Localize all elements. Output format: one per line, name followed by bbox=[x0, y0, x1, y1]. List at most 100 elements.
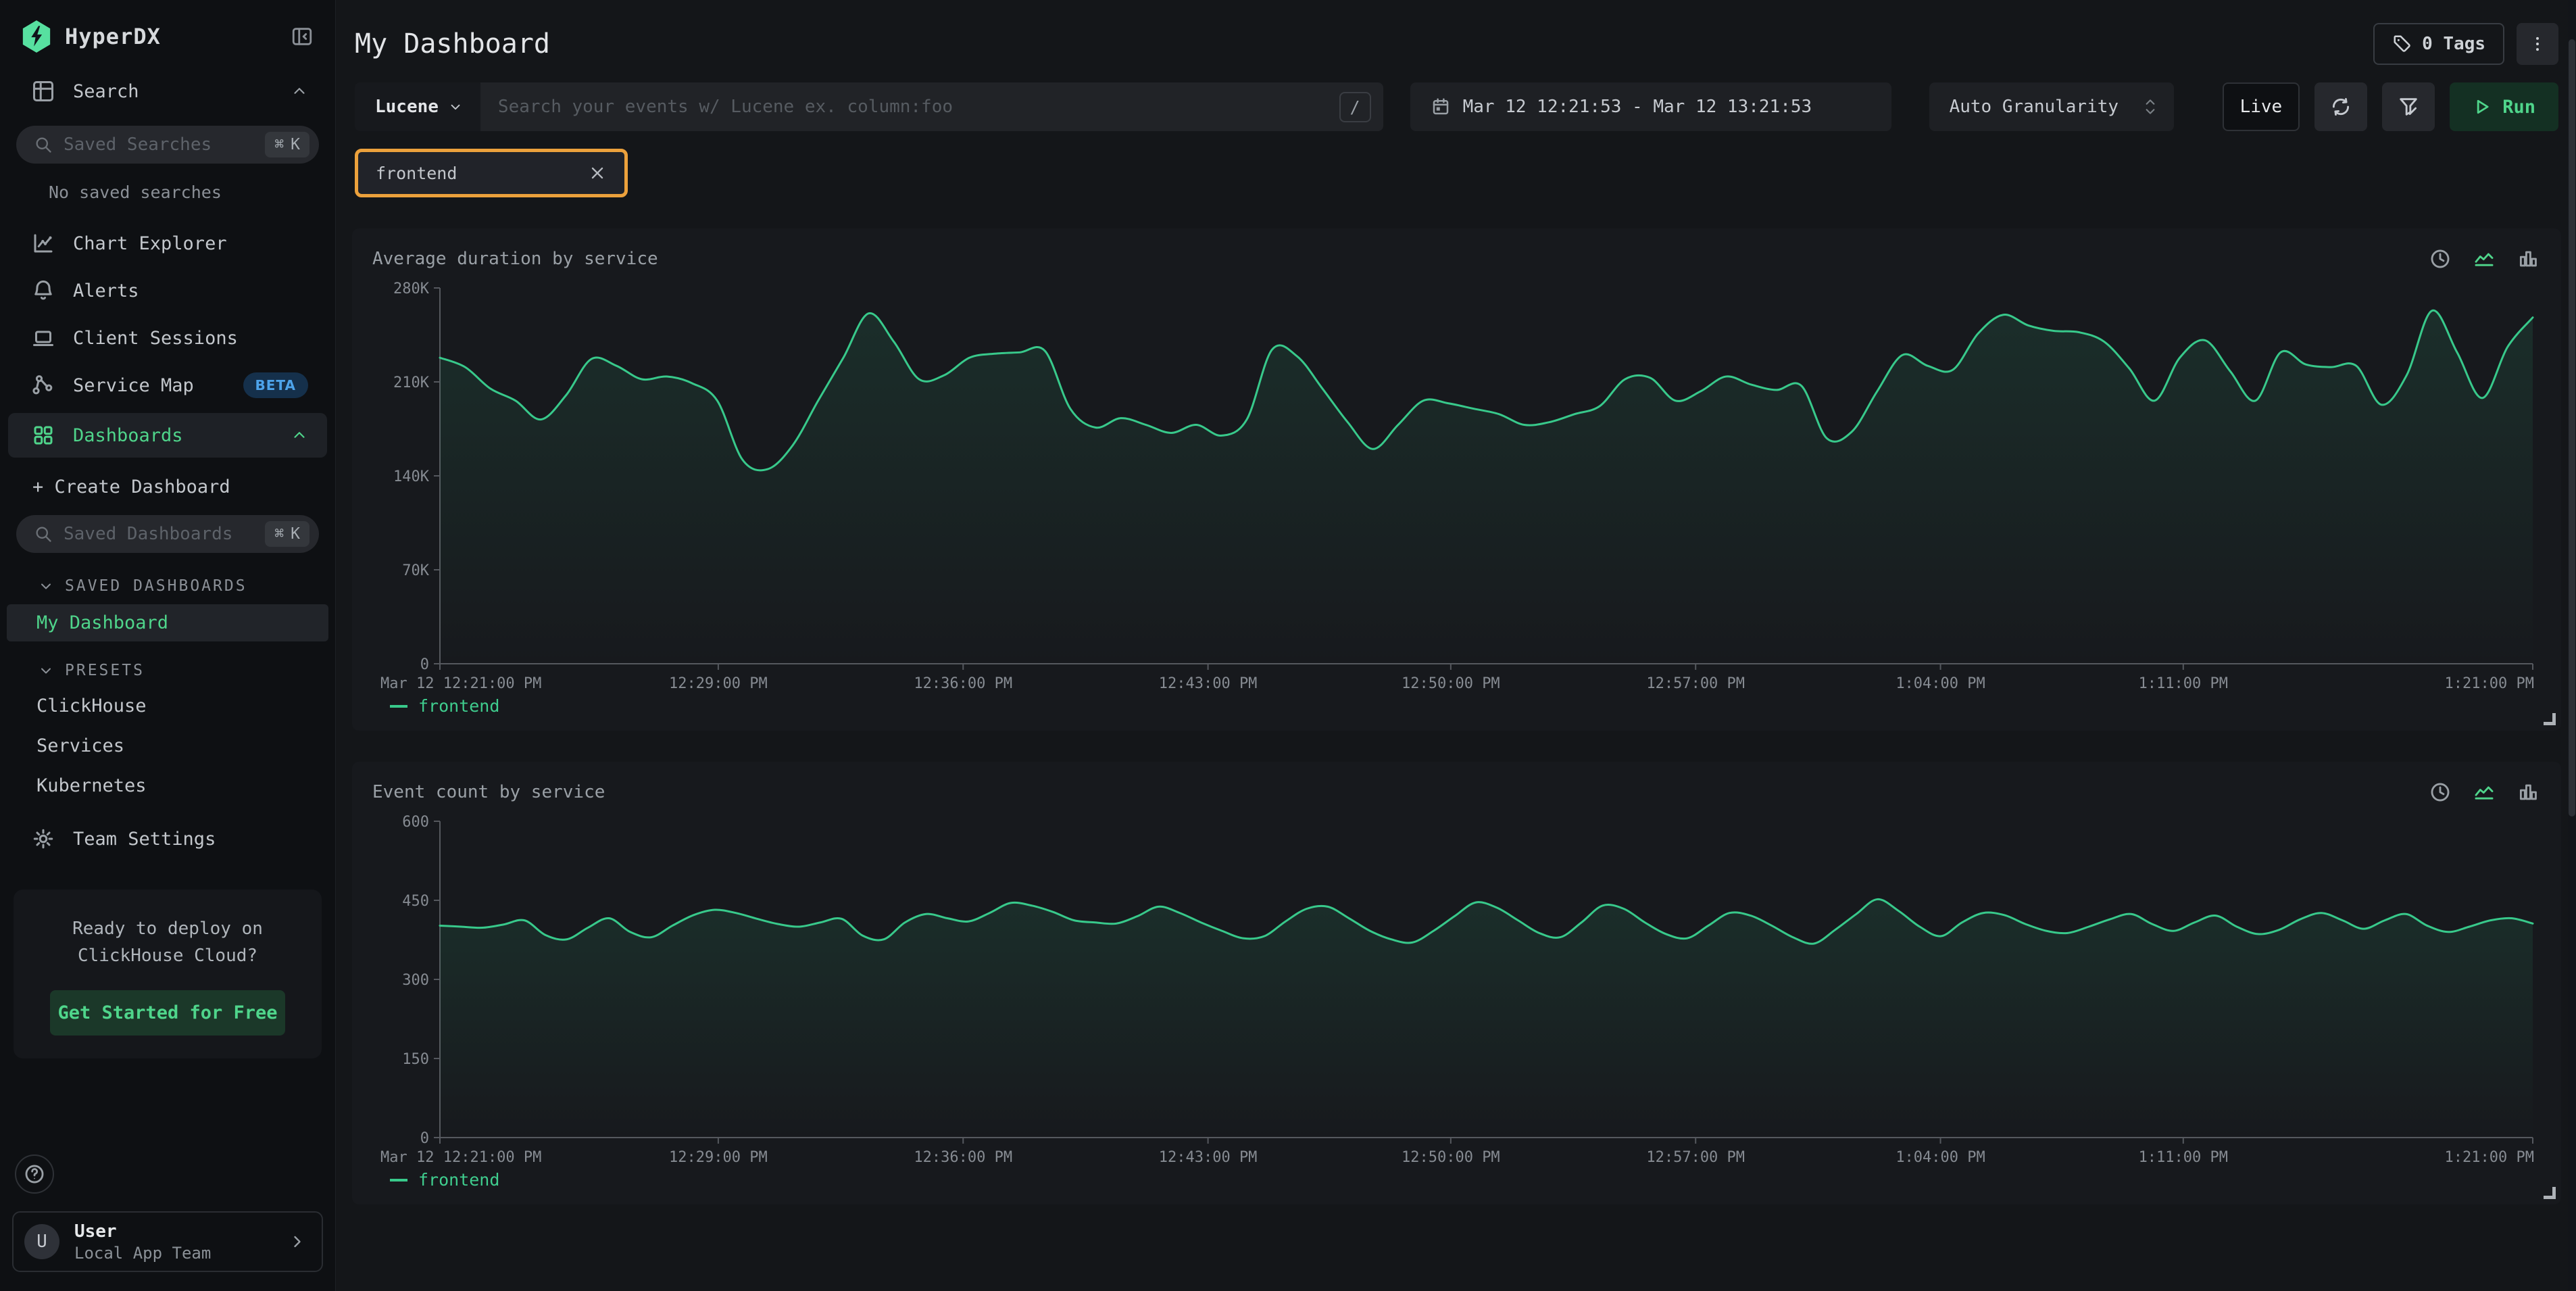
svg-text:1:21:00 PM: 1:21:00 PM bbox=[2445, 1149, 2534, 1166]
sidebar-item-label: Chart Explorer bbox=[73, 233, 308, 254]
bar-chart-toggle-button[interactable] bbox=[2515, 779, 2541, 805]
section-label: PRESETS bbox=[65, 662, 145, 679]
svg-text:0: 0 bbox=[420, 1130, 429, 1147]
svg-text:1:11:00 PM: 1:11:00 PM bbox=[2139, 675, 2228, 692]
time-range-picker[interactable]: Mar 12 12:21:53 - Mar 12 13:21:53 bbox=[1410, 82, 1891, 131]
chevron-up-icon bbox=[291, 82, 308, 100]
tags-label: 0 Tags bbox=[2422, 34, 2485, 54]
language-select[interactable]: Lucene bbox=[355, 82, 480, 131]
create-dashboard-button[interactable]: + Create Dashboard bbox=[0, 462, 335, 504]
laptop-icon bbox=[31, 326, 55, 350]
bell-icon bbox=[31, 278, 55, 303]
chart-type-toggles bbox=[2427, 246, 2541, 272]
chart-canvas[interactable]: 280K210K140K70K0Mar 12 12:21:00 PM12:29:… bbox=[372, 276, 2541, 695]
remove-chip-button[interactable] bbox=[585, 161, 610, 185]
svg-text:12:29:00 PM: 12:29:00 PM bbox=[669, 675, 768, 692]
line-chart-toggle-button[interactable] bbox=[2471, 779, 2498, 805]
chart-panel-avg-duration: Average duration by service bbox=[352, 228, 2561, 731]
sidebar-item-search[interactable]: Search bbox=[0, 68, 335, 115]
get-started-button[interactable]: Get Started for Free bbox=[50, 990, 284, 1036]
chart-canvas[interactable]: 6004503001500Mar 12 12:21:00 PM12:29:00 … bbox=[372, 809, 2541, 1169]
sidebar-item-client-sessions[interactable]: Client Sessions bbox=[0, 314, 335, 362]
sidebar-spacer bbox=[0, 1058, 335, 1155]
sidebar-item-chart-explorer[interactable]: Chart Explorer bbox=[0, 220, 335, 267]
beta-badge: BETA bbox=[243, 372, 308, 398]
sidebar-item-kubernetes[interactable]: Kubernetes bbox=[0, 766, 335, 806]
svg-text:70K: 70K bbox=[402, 562, 429, 579]
search-section-icon bbox=[31, 79, 55, 103]
main-content: My Dashboard 0 Tags bbox=[336, 0, 2576, 1291]
saved-dashboards-section-header[interactable]: SAVED DASHBOARDS bbox=[0, 560, 335, 602]
sidebar-item-service-map[interactable]: Service Map BETA bbox=[0, 362, 335, 409]
chip-label: frontend bbox=[376, 164, 585, 183]
presets-section-header[interactable]: PRESETS bbox=[0, 644, 335, 686]
saved-searches-input[interactable]: ⌘ K bbox=[16, 126, 319, 164]
saved-dashboards-input[interactable]: ⌘ K bbox=[16, 515, 319, 553]
svg-text:0: 0 bbox=[420, 656, 429, 673]
filter-chips-row: frontend bbox=[355, 149, 2558, 197]
svg-text:280K: 280K bbox=[393, 281, 430, 297]
chart-type-toggles bbox=[2427, 779, 2541, 805]
gear-icon bbox=[31, 827, 55, 851]
avatar: U bbox=[24, 1224, 59, 1259]
saved-searches-field[interactable] bbox=[64, 135, 265, 155]
sidebar-item-dashboards[interactable]: Dashboards bbox=[8, 413, 327, 458]
service-filter-chip[interactable]: frontend bbox=[355, 149, 628, 197]
no-saved-searches-note: No saved searches bbox=[49, 182, 335, 202]
logo-row: HyperDX bbox=[0, 0, 335, 68]
sidebar-collapse-button[interactable] bbox=[288, 22, 316, 51]
granularity-select[interactable]: Auto Granularity bbox=[1929, 82, 2174, 131]
cmd-key: ⌘ bbox=[274, 525, 284, 543]
line-chart-toggle-button[interactable] bbox=[2471, 246, 2498, 272]
legend-line-swatch bbox=[390, 1179, 407, 1182]
filter-button[interactable] bbox=[2382, 82, 2435, 131]
bar-chart-toggle-button[interactable] bbox=[2515, 246, 2541, 272]
sidebar-item-label: Search bbox=[73, 81, 291, 102]
chart-explorer-icon bbox=[31, 231, 55, 255]
panel-collapse-icon bbox=[291, 25, 314, 48]
svg-text:1:04:00 PM: 1:04:00 PM bbox=[1896, 1149, 1985, 1166]
svg-text:12:36:00 PM: 12:36:00 PM bbox=[914, 675, 1012, 692]
tags-button[interactable]: 0 Tags bbox=[2373, 23, 2504, 65]
chart-title: Event count by service bbox=[372, 782, 2427, 802]
sidebar-item-services[interactable]: Services bbox=[0, 726, 335, 766]
brand-name: HyperDX bbox=[65, 24, 288, 49]
vertical-scrollbar[interactable] bbox=[2568, 0, 2576, 1291]
live-button[interactable]: Live bbox=[2223, 82, 2300, 131]
refresh-button[interactable] bbox=[2314, 82, 2367, 131]
sidebar-item-clickhouse[interactable]: ClickHouse bbox=[0, 686, 335, 726]
cmd-k-shortcut: ⌘ K bbox=[265, 132, 309, 157]
sidebar-item-label: Team Settings bbox=[73, 829, 308, 850]
cmd-k-shortcut: ⌘ K bbox=[265, 521, 309, 547]
query-toolbar: Lucene / Mar 12 1 bbox=[355, 82, 2558, 131]
sidebar-item-my-dashboard[interactable]: My Dashboard bbox=[7, 604, 328, 641]
page-title: My Dashboard bbox=[355, 28, 2373, 59]
chevron-up-down-icon bbox=[2141, 97, 2159, 117]
user-team: Local App Team bbox=[74, 1244, 288, 1263]
time-toggle-button[interactable] bbox=[2427, 246, 2453, 272]
svg-text:210K: 210K bbox=[393, 374, 430, 391]
dashboard-header: My Dashboard 0 Tags bbox=[355, 23, 2558, 65]
chevron-down-icon bbox=[38, 662, 54, 679]
panel-resize-handle[interactable] bbox=[2544, 713, 2556, 725]
time-toggle-button[interactable] bbox=[2427, 779, 2453, 805]
saved-dashboards-field[interactable] bbox=[64, 524, 265, 544]
dashboard-menu-button[interactable] bbox=[2517, 23, 2558, 65]
svg-text:300: 300 bbox=[402, 972, 429, 989]
k-key: K bbox=[291, 136, 300, 153]
svg-text:12:43:00 PM: 12:43:00 PM bbox=[1159, 675, 1258, 692]
panel-header: Event count by service bbox=[372, 779, 2541, 805]
sidebar-item-label: Alerts bbox=[73, 281, 308, 301]
scrollbar-thumb[interactable] bbox=[2569, 39, 2575, 817]
user-menu[interactable]: U User Local App Team bbox=[12, 1211, 323, 1272]
run-button[interactable]: Run bbox=[2450, 82, 2558, 131]
sidebar-item-alerts[interactable]: Alerts bbox=[0, 267, 335, 314]
help-button[interactable] bbox=[15, 1154, 54, 1194]
panel-resize-handle[interactable] bbox=[2544, 1187, 2556, 1199]
event-search-input[interactable] bbox=[480, 82, 1339, 131]
clickhouse-cloud-promo: Ready to deploy on ClickHouse Cloud? Get… bbox=[14, 890, 322, 1058]
svg-text:150: 150 bbox=[402, 1051, 429, 1068]
sidebar-item-team-settings[interactable]: Team Settings bbox=[0, 815, 335, 862]
sidebar: HyperDX Search bbox=[0, 0, 336, 1291]
clock-icon bbox=[2429, 781, 2452, 804]
